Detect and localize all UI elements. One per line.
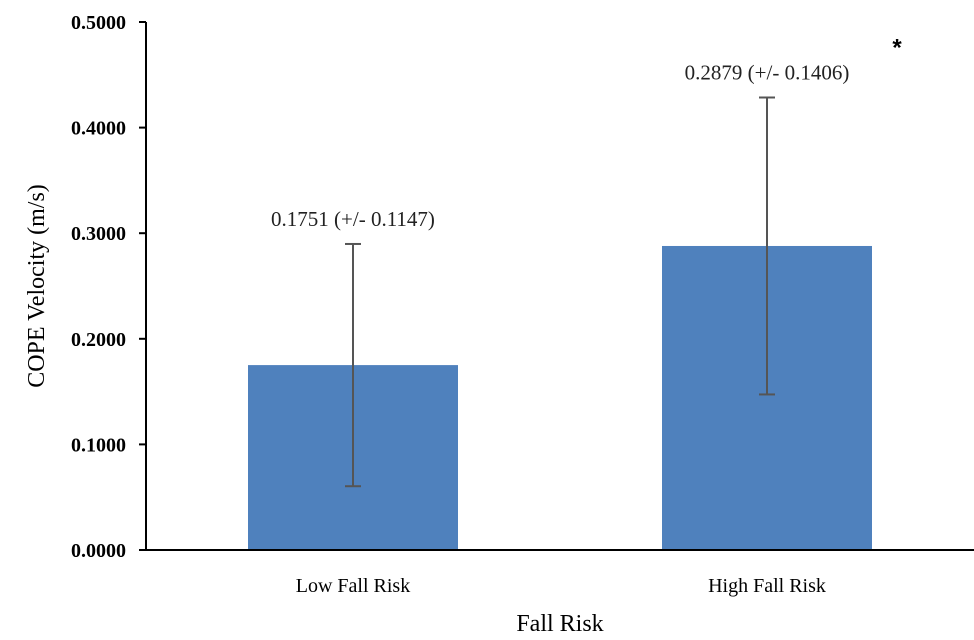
y-tick-label: 0.1000 xyxy=(71,434,126,456)
y-tick-label: 0.5000 xyxy=(71,12,126,34)
data-label: 0.2879 (+/- 0.1406) xyxy=(685,61,850,85)
y-axis-ticks: 0.0000 0.1000 0.2000 0.3000 0.4000 0.5000 xyxy=(71,12,146,562)
bars xyxy=(248,245,872,550)
x-axis-category-labels: Low Fall Risk High Fall Risk xyxy=(296,575,826,597)
y-tick-label: 0.2000 xyxy=(71,329,126,351)
error-bars xyxy=(345,96,775,488)
significance-marker: * xyxy=(892,35,902,62)
y-axis-title: COPE Velocity (m/s) xyxy=(24,184,50,388)
y-tick-label: 0.4000 xyxy=(71,118,126,140)
x-category-label: Low Fall Risk xyxy=(296,575,410,597)
x-axis-title: Fall Risk xyxy=(516,611,603,637)
y-tick-label: 0.0000 xyxy=(71,540,126,562)
data-labels: 0.1751 (+/- 0.1147) 0.2879 (+/- 0.1406) * xyxy=(271,35,902,231)
y-tick-label: 0.3000 xyxy=(71,223,126,245)
x-category-label: High Fall Risk xyxy=(708,575,826,597)
data-label: 0.1751 (+/- 0.1147) xyxy=(271,207,435,231)
